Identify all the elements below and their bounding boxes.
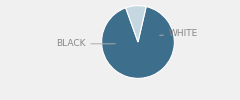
Wedge shape	[102, 7, 174, 78]
Wedge shape	[126, 6, 146, 42]
Text: BLACK: BLACK	[56, 39, 115, 48]
Text: WHITE: WHITE	[160, 30, 198, 38]
